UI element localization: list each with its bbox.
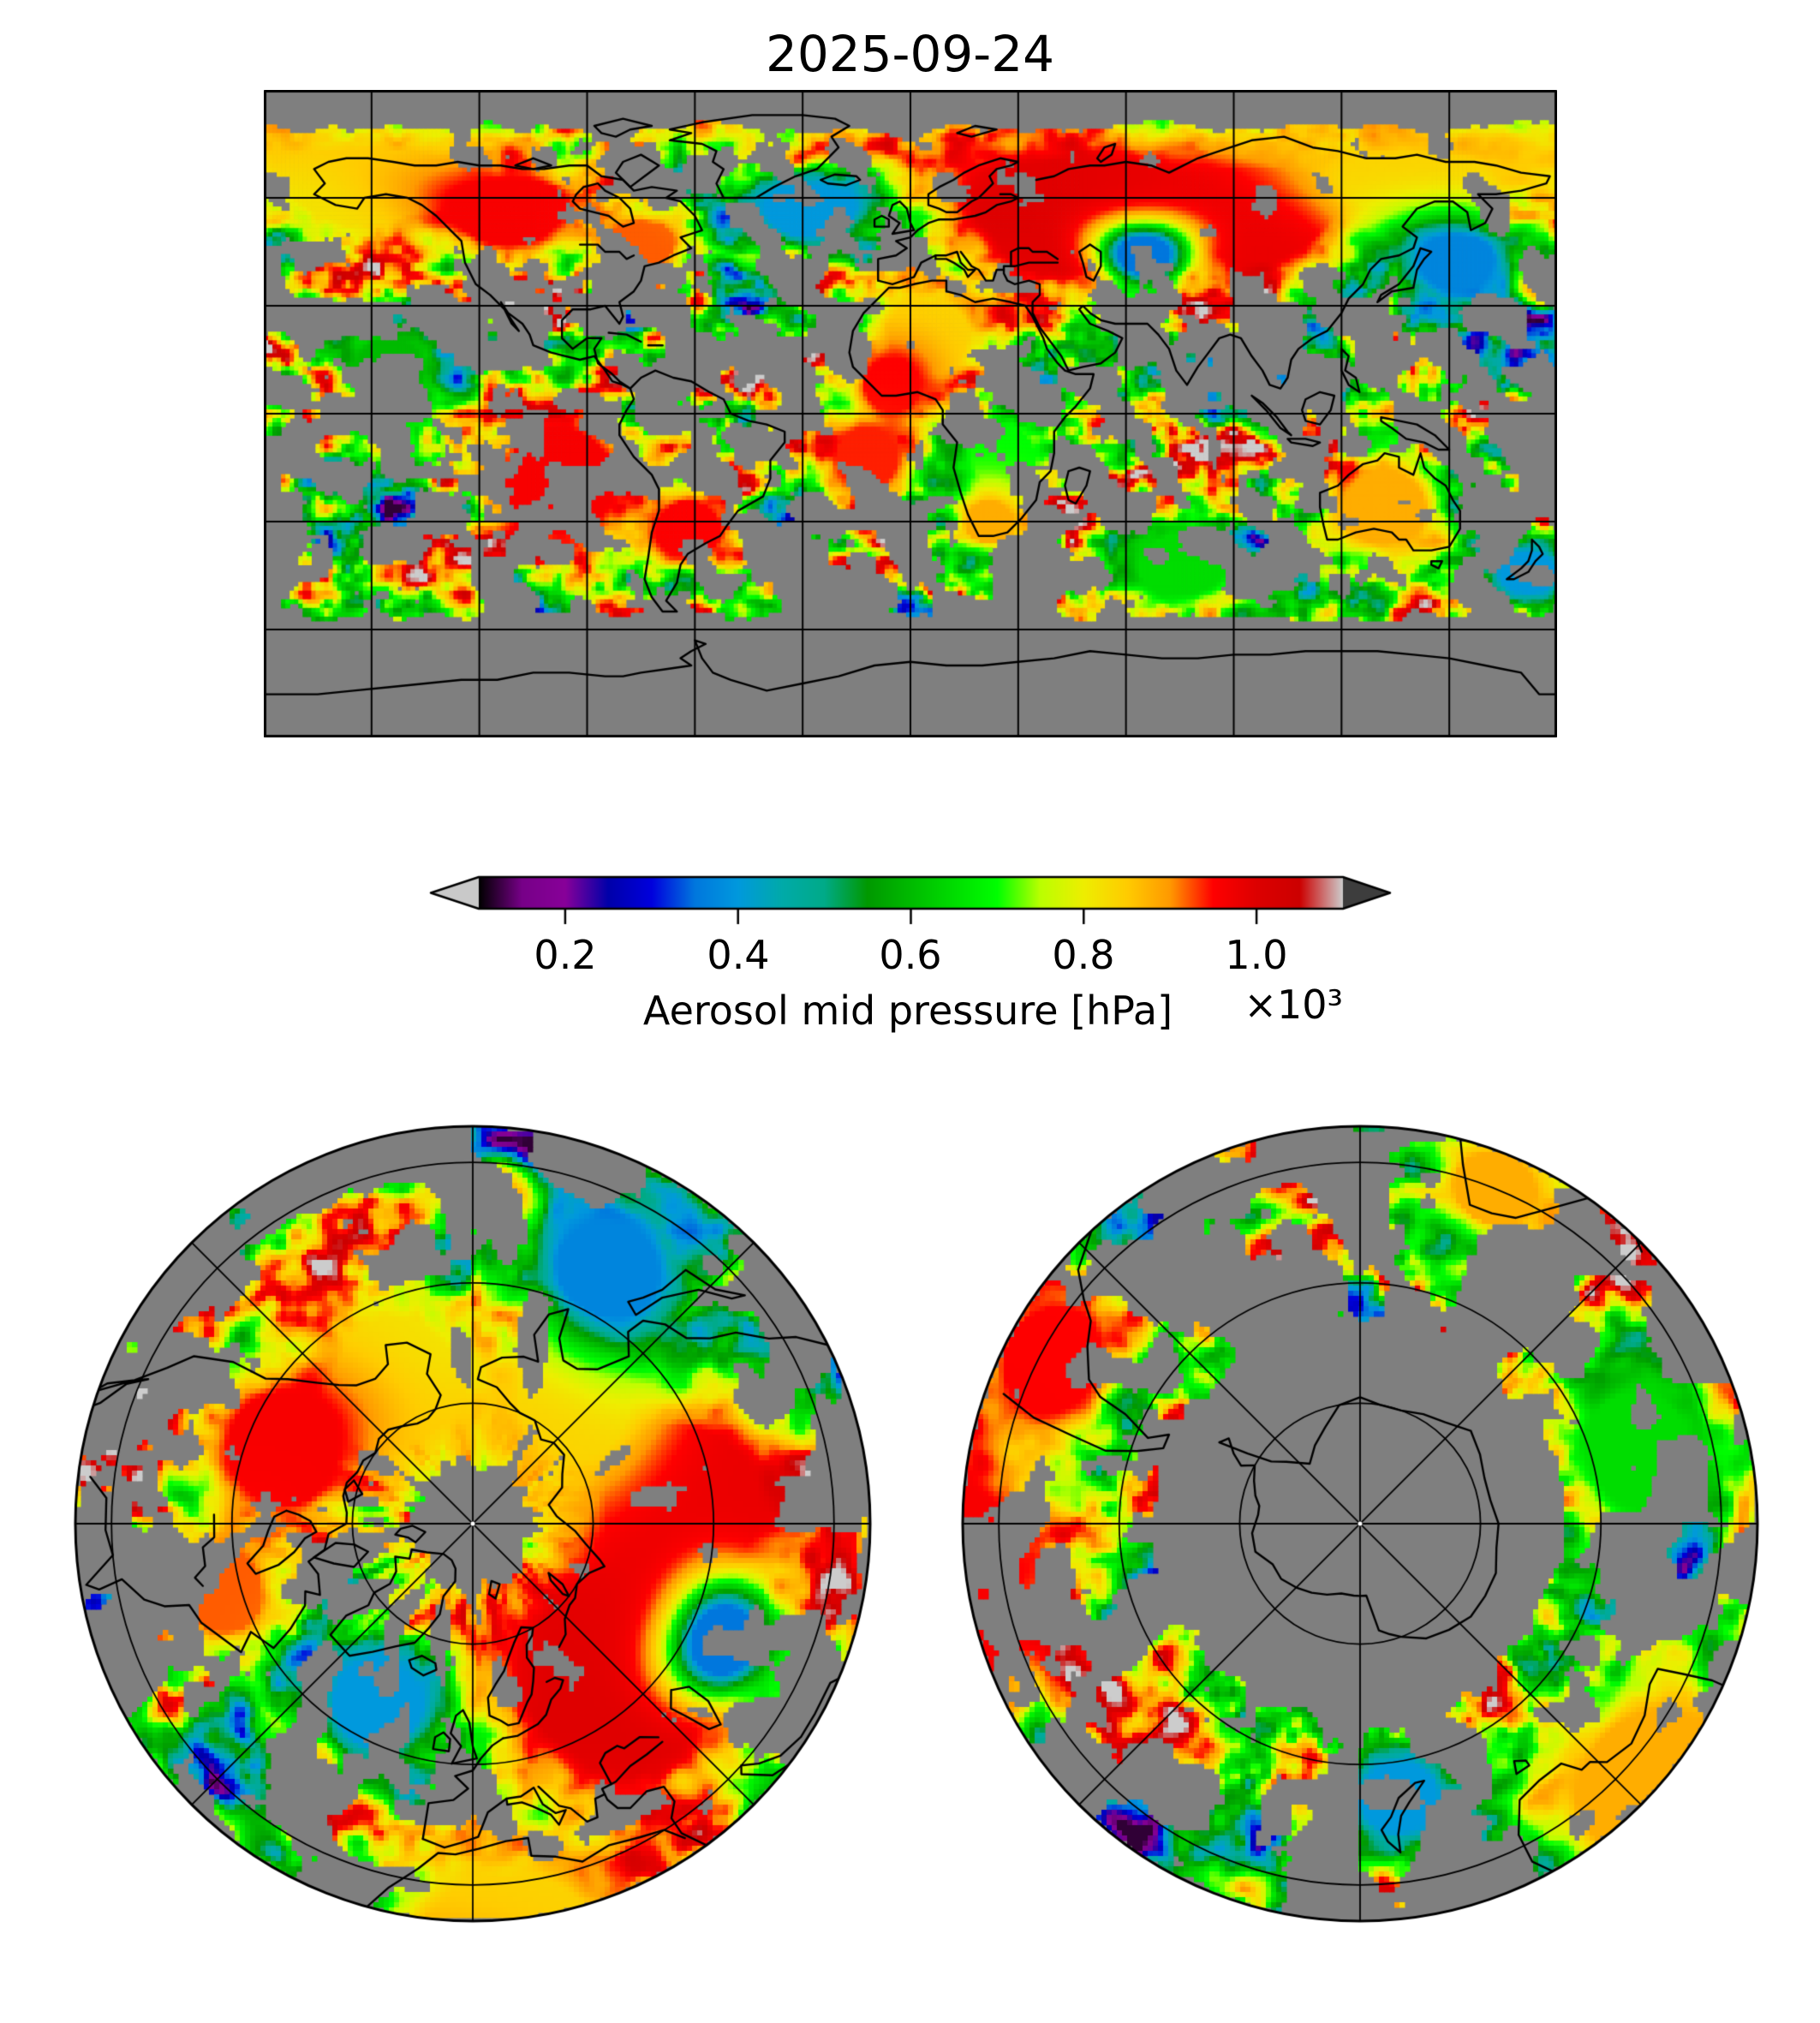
colorbar-label: Aerosol mid pressure [hPa] [642, 988, 1173, 1034]
colorbar-offset-text: ×10³ [1244, 982, 1343, 1028]
figure-title: 2025-09-24 [765, 25, 1055, 83]
colorbar-tick-label: 0.6 [879, 932, 942, 978]
colorbar-canvas [424, 867, 1400, 934]
global-map-canvas [264, 90, 1557, 737]
south-polar-map-canvas [959, 1123, 1761, 1925]
colorbar-tick-label: 0.2 [534, 932, 597, 978]
colorbar-tick-label: 0.8 [1052, 932, 1115, 978]
colorbar-tick-label: 1.0 [1225, 932, 1288, 978]
colorbar-tick-label: 0.4 [707, 932, 770, 978]
north-polar-map-canvas [72, 1123, 874, 1925]
